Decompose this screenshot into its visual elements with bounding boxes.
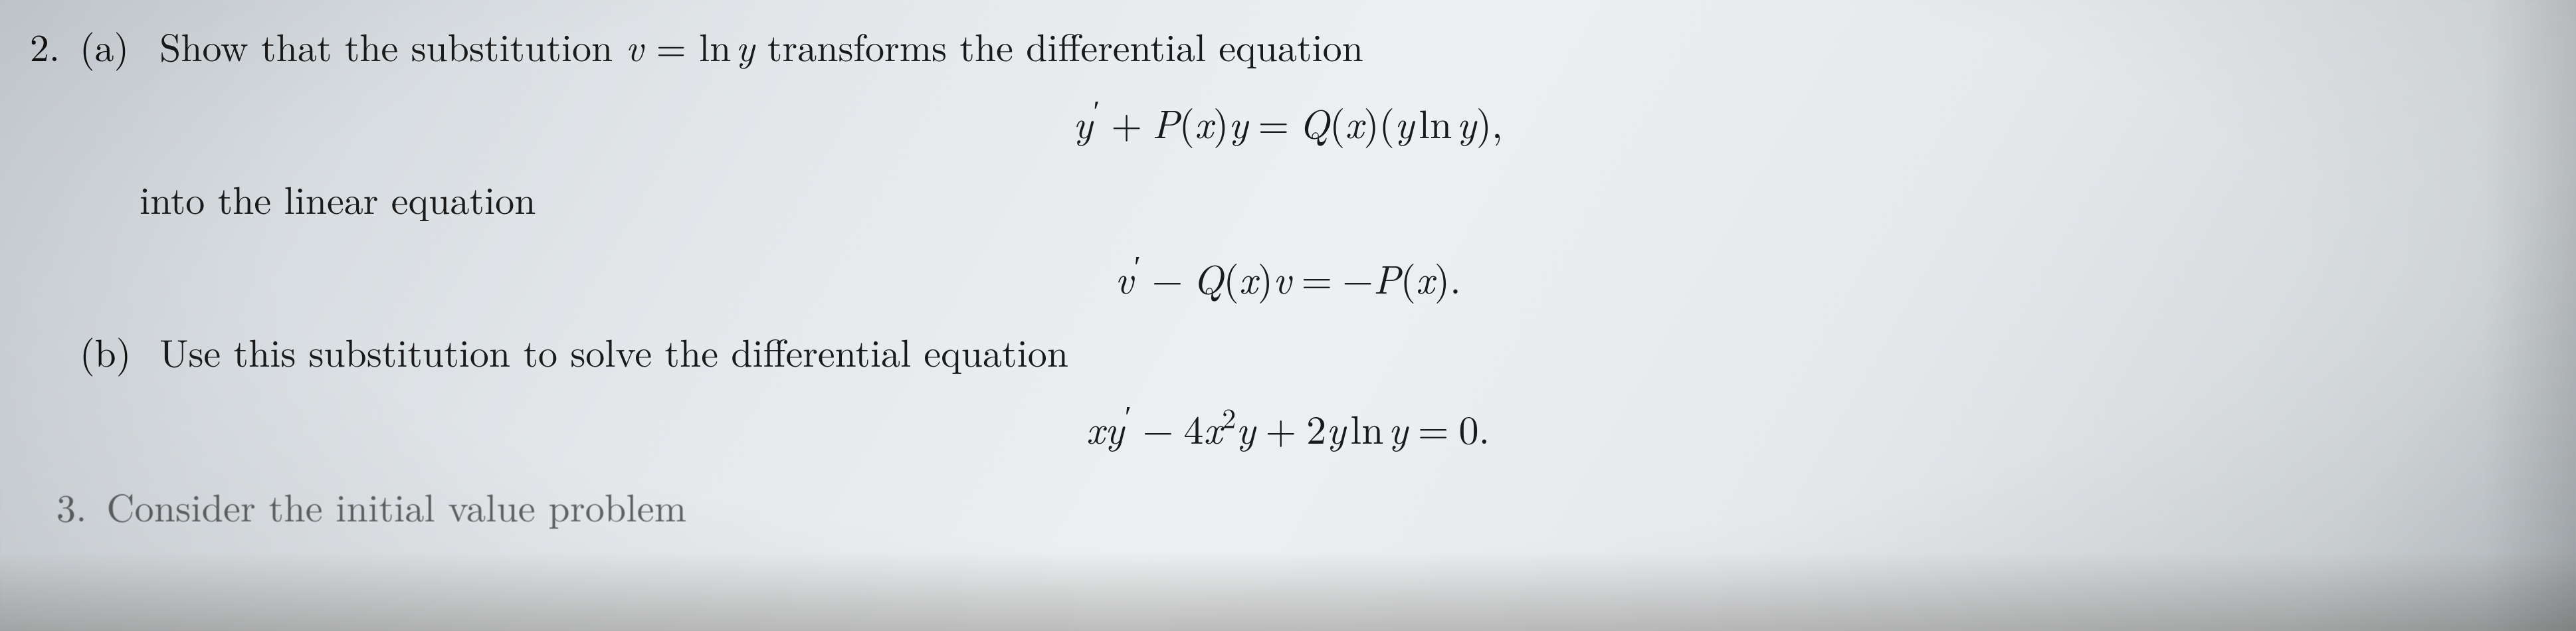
part-a-label: (a) xyxy=(80,21,159,70)
line-2b: (b) Use this substitution to solve the d… xyxy=(0,327,2576,375)
line-2a: 2. (a) Show that the substitution v = ln… xyxy=(0,21,2576,70)
equation-1: y′+P(x)y=Q(x)(ylny), xyxy=(0,88,2576,150)
page: 2. (a) Show that the substitution v = ln… xyxy=(0,0,2576,631)
problem-3-number: 3. xyxy=(56,482,87,530)
part-a-lead-in: Show that the substitution xyxy=(159,18,626,72)
problem-3-text: Consider the initial value problem xyxy=(107,482,687,530)
part-a-text: Show that the substitution v = lny trans… xyxy=(159,21,1363,70)
part-b-text: Use this substitution to solve the diffe… xyxy=(159,327,1068,375)
bridge-text: into the linear equation xyxy=(140,171,2576,225)
equation-2: v′−Q(x)v=−P(x). xyxy=(0,244,2576,306)
part-b-label: (b) xyxy=(80,327,159,375)
problem-number: 2. xyxy=(0,21,80,70)
line-3-cutoff: 3. Consider the initial value problem xyxy=(56,482,2576,530)
part-a-lead-out: transforms the differential equation xyxy=(755,18,1363,72)
equation-3: xy′−4x2y+2ylny=0. xyxy=(0,394,2576,456)
